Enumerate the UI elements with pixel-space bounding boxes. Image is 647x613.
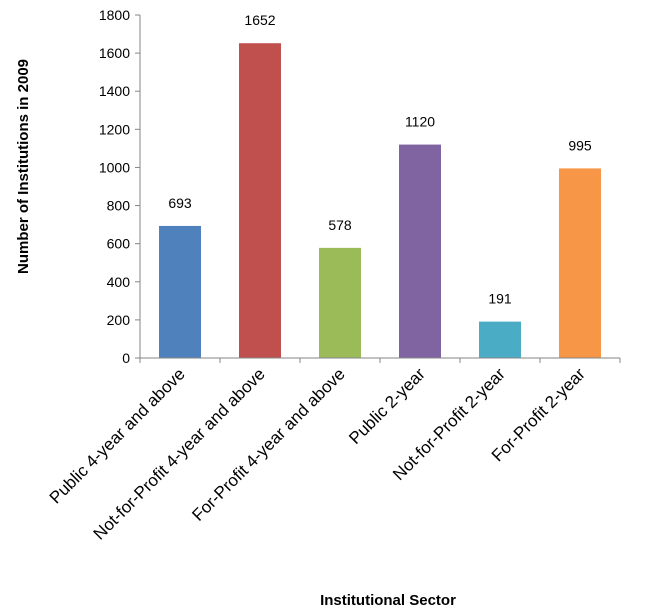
data-label: 578 <box>328 217 352 233</box>
bars <box>159 43 601 359</box>
category-label: For-Profit 4-year and above <box>188 364 348 524</box>
y-tick-label: 1600 <box>99 45 130 61</box>
bar <box>479 321 521 358</box>
category-label: Not-for-Profit 4-year and above <box>90 364 269 543</box>
y-tick-label: 1800 <box>99 7 130 23</box>
category-label: Public 4-year and above <box>46 364 189 507</box>
data-label: 1120 <box>405 114 435 130</box>
y-tick-label: 1000 <box>99 159 130 175</box>
bar <box>159 225 201 358</box>
data-label: 693 <box>168 195 192 211</box>
data-label: 995 <box>568 137 592 153</box>
bar <box>399 144 441 358</box>
y-tick-label: 800 <box>107 198 131 214</box>
y-tick-label: 400 <box>107 274 131 290</box>
data-label: 191 <box>488 291 512 307</box>
x-axis-title: Institutional Sector <box>320 592 456 609</box>
bar <box>319 247 361 358</box>
category-label: Public 2-year <box>345 364 429 448</box>
bar <box>239 43 281 359</box>
y-tick-label: 200 <box>107 312 131 328</box>
y-tick-label: 1400 <box>99 83 130 99</box>
data-label: 1652 <box>244 12 275 28</box>
y-tick-label: 1200 <box>99 121 130 137</box>
data-labels: 693 1652 578 1120 191 995 <box>168 12 592 306</box>
y-axis-title: Number of Institutions in 2009 <box>15 59 32 274</box>
y-tick-label: 0 <box>122 350 130 366</box>
bar <box>559 168 601 358</box>
y-tick-label: 600 <box>107 236 131 252</box>
y-axis-ticks: 0 200 400 600 800 1000 1200 1400 1600 1800 <box>99 7 621 366</box>
